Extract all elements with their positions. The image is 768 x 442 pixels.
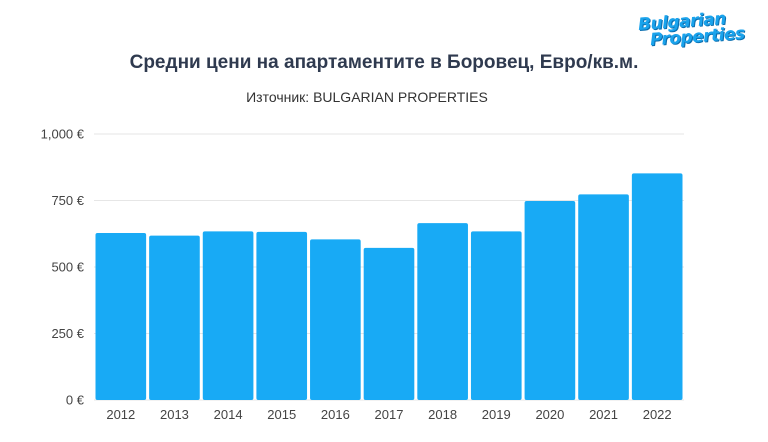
x-tick-label: 2015 (267, 407, 296, 422)
x-tick-label: 2022 (643, 407, 672, 422)
chart-title: Средни цени на апартаментите в Боровец, … (129, 52, 639, 73)
bar-2019 (470, 231, 522, 400)
y-tick-label: 250 € (51, 326, 84, 341)
x-tick-label: 2012 (106, 407, 135, 422)
x-axis-ticks: 2012 2013 2014 2015 2016 2017 2018 2019 2020 2021… (106, 407, 671, 422)
bar-2018 (417, 223, 468, 400)
x-tick-label: 2019 (482, 407, 511, 422)
x-tick-label: 2020 (535, 407, 564, 422)
bar-2022 (631, 173, 683, 400)
chart-subtitle: Източник: BULGARIAN PROPERTIES (246, 89, 488, 105)
bar-2016 (310, 239, 361, 400)
y-tick-label: 500 € (51, 260, 84, 275)
y-tick-label: 750 € (51, 193, 84, 208)
y-axis-ticks: 0 € 250 € 500 € 750 € 1,000 € (41, 127, 85, 408)
x-tick-label: 2017 (375, 407, 404, 422)
x-tick-label: 2014 (214, 407, 243, 422)
bars (95, 173, 683, 400)
bar-2013 (149, 235, 200, 400)
y-tick-label: 1,000 € (41, 127, 85, 142)
bar-2021 (578, 194, 629, 400)
x-tick-label: 2018 (428, 407, 457, 422)
bar-2020 (524, 201, 576, 400)
x-tick-label: 2013 (160, 407, 189, 422)
x-tick-label: 2016 (321, 407, 350, 422)
y-tick-label: 0 € (66, 393, 85, 408)
bar-2012 (95, 232, 147, 400)
bar-2017 (363, 247, 415, 400)
bar-2014 (202, 231, 254, 400)
x-tick-label: 2021 (589, 407, 618, 422)
bar-2015 (256, 231, 308, 400)
